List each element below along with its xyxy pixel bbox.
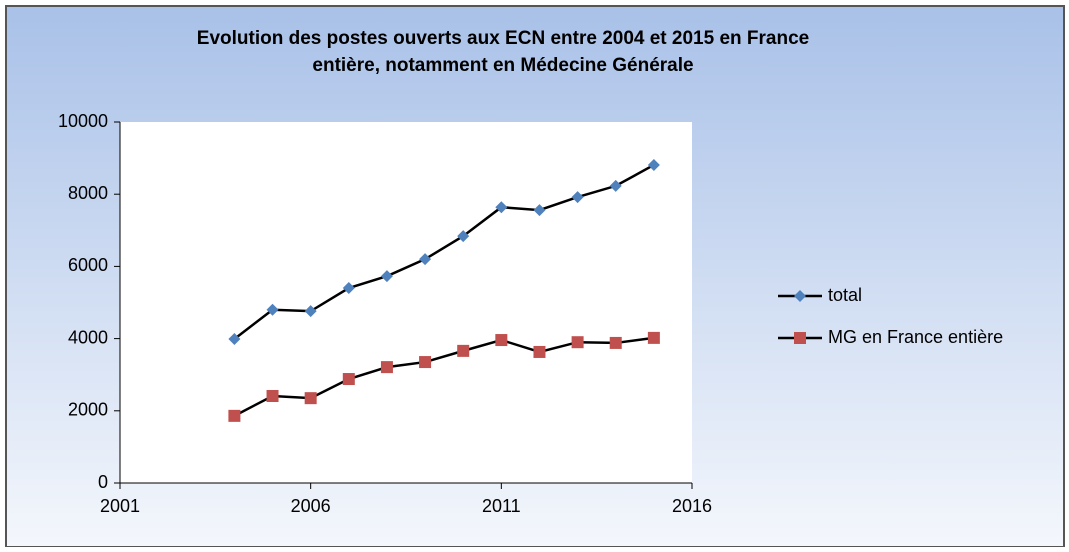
x-tick-label: 2011	[482, 496, 521, 516]
point	[609, 336, 622, 349]
point	[533, 345, 546, 358]
point	[533, 204, 546, 217]
y-tick-label: 10000	[58, 111, 108, 131]
y-tick-label: 0	[98, 472, 108, 492]
point	[457, 230, 470, 243]
point	[647, 331, 660, 344]
series-line	[233, 163, 655, 340]
chart-title: entière, notamment en Médecine Générale	[312, 55, 693, 76]
chart-title: Evolution des postes ouverts aux ECN ent…	[197, 28, 809, 49]
point	[495, 201, 508, 214]
point	[266, 389, 279, 402]
point	[228, 332, 241, 345]
legend-label: total	[828, 285, 862, 305]
point	[304, 392, 317, 405]
point	[228, 409, 241, 422]
x-tick-label: 2016	[672, 496, 712, 516]
plot-area	[120, 122, 692, 483]
x-tick-label: 2001	[100, 496, 140, 516]
legend-marker	[794, 332, 806, 344]
y-tick-label: 4000	[68, 327, 108, 347]
y-tick-label: 8000	[68, 183, 108, 203]
y-tick-label: 2000	[68, 400, 108, 420]
point	[571, 336, 584, 349]
point	[304, 305, 317, 318]
point	[419, 356, 432, 369]
point	[342, 373, 355, 386]
point	[571, 191, 584, 204]
point	[647, 158, 660, 171]
x-tick-label: 2006	[291, 496, 331, 516]
point	[380, 270, 393, 283]
legend-marker	[794, 290, 806, 302]
point	[457, 344, 470, 357]
series-line	[233, 336, 655, 417]
y-tick-label: 6000	[68, 255, 108, 275]
point	[495, 334, 508, 347]
point	[609, 179, 622, 192]
point	[419, 253, 432, 266]
point	[380, 361, 393, 374]
legend-label: MG en France entière	[828, 327, 1003, 347]
point	[342, 282, 355, 295]
point	[266, 303, 279, 316]
